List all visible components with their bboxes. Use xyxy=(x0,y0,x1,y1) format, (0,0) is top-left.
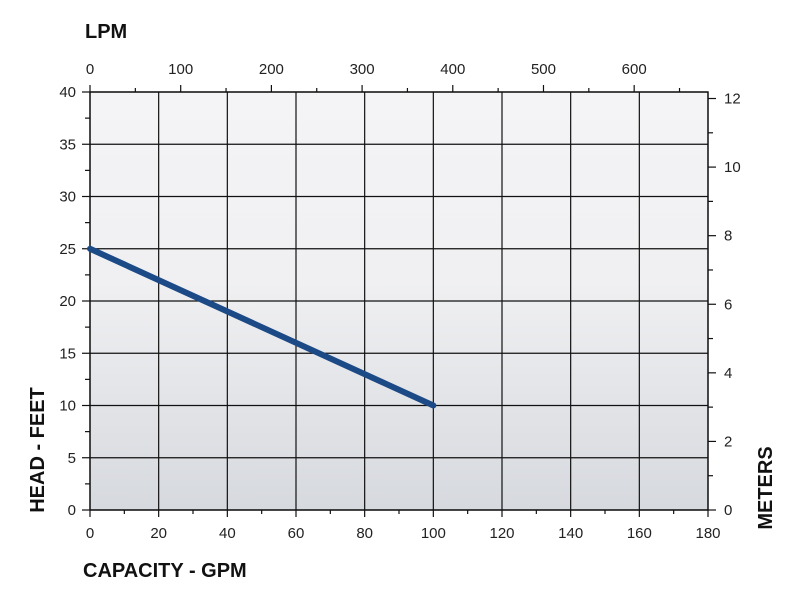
y-tick-label: 40 xyxy=(59,84,76,101)
x-tick-label: 180 xyxy=(695,525,720,542)
x-tick-label: 40 xyxy=(219,525,236,542)
x2-tick-label: 600 xyxy=(622,61,647,78)
x-tick-label: 80 xyxy=(356,525,373,542)
x2-axis-title: LPM xyxy=(85,21,127,43)
y-tick-label: 5 xyxy=(68,450,76,467)
x-axis-title: CAPACITY - GPM xyxy=(83,560,247,582)
x-tick-label: 20 xyxy=(150,525,167,542)
y2-tick-label: 0 xyxy=(724,502,732,519)
x2-tick-label: 0 xyxy=(86,61,94,78)
y2-tick-label: 6 xyxy=(724,296,732,313)
x2-tick-label: 500 xyxy=(531,61,556,78)
x-tick-label: 0 xyxy=(86,525,94,542)
x-tick-label: 100 xyxy=(421,525,446,542)
x-tick-label: 60 xyxy=(288,525,305,542)
data-series xyxy=(87,245,437,409)
y2-tick-label: 8 xyxy=(724,228,732,245)
y2-tick-label: 12 xyxy=(724,91,741,108)
y-tick-label: 15 xyxy=(59,345,76,362)
x2-tick-label: 400 xyxy=(440,61,465,78)
y-axis-title: HEAD - FEET xyxy=(27,387,49,513)
y-tick-label: 25 xyxy=(59,241,76,258)
y2-axis-title: METERS xyxy=(755,446,777,529)
x-tick-label: 160 xyxy=(627,525,652,542)
x-tick-label: 140 xyxy=(558,525,583,542)
y-tick-label: 30 xyxy=(59,189,76,206)
y2-tick-label: 4 xyxy=(724,365,732,382)
y2-tick-label: 2 xyxy=(724,433,732,450)
x2-tick-label: 200 xyxy=(259,61,284,78)
y-tick-label: 0 xyxy=(68,502,76,519)
x2-tick-label: 100 xyxy=(168,61,193,78)
y-tick-label: 35 xyxy=(59,136,76,153)
y-tick-label: 20 xyxy=(59,293,76,310)
y2-tick-label: 10 xyxy=(724,159,741,176)
x-tick-label: 120 xyxy=(489,525,514,542)
y-tick-label: 10 xyxy=(59,398,76,415)
pump-curve-line xyxy=(87,245,437,409)
axis-ticks xyxy=(82,85,716,517)
x2-tick-label: 300 xyxy=(350,61,375,78)
